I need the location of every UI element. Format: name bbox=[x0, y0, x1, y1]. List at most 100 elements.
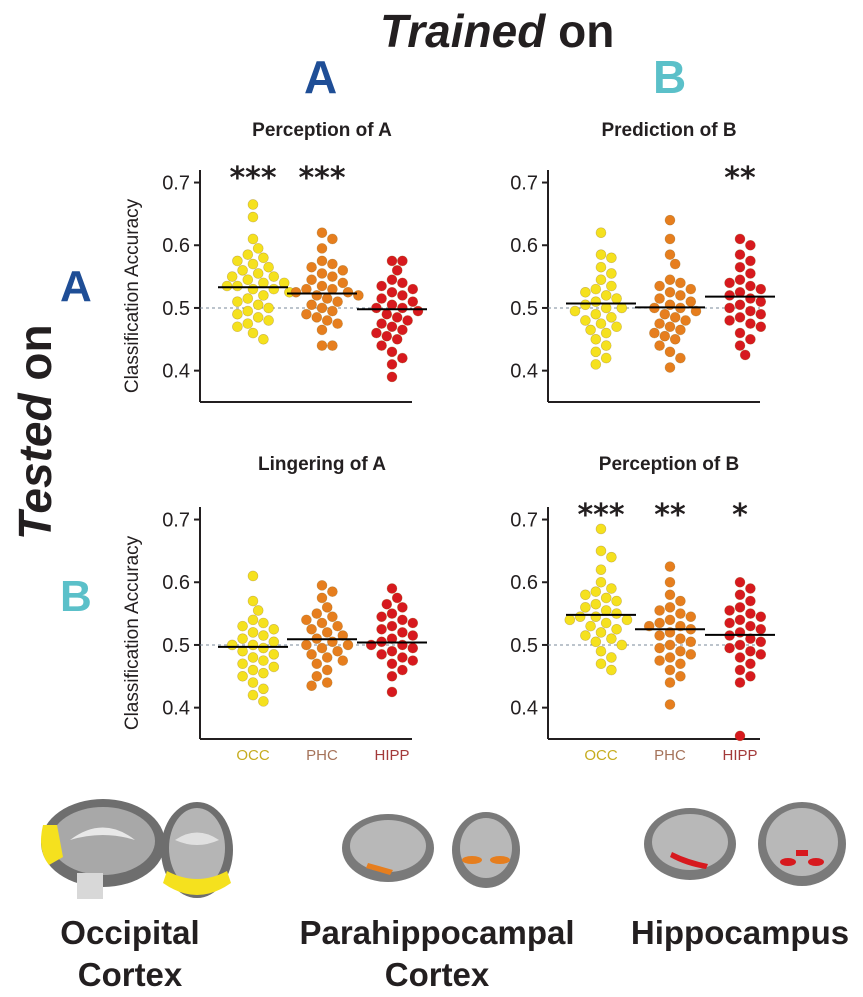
occipital-axial-slice bbox=[161, 802, 233, 898]
data-point-occ bbox=[590, 296, 602, 307]
data-point-hipp bbox=[397, 614, 408, 626]
data-point-occ bbox=[252, 299, 264, 311]
data-point-occ bbox=[247, 211, 259, 223]
data-point-phc bbox=[316, 243, 328, 254]
data-point-occ bbox=[580, 630, 591, 641]
data-point-phc bbox=[327, 611, 338, 623]
y-tick-label: 0.7 bbox=[510, 510, 538, 532]
data-point-hipp bbox=[386, 658, 398, 670]
data-point-phc bbox=[664, 249, 676, 260]
data-point-hipp bbox=[734, 589, 746, 601]
data-point-phc bbox=[321, 652, 333, 663]
data-point-occ bbox=[585, 324, 596, 336]
data-point-occ bbox=[590, 308, 602, 320]
data-point-occ bbox=[268, 661, 280, 673]
data-point-phc bbox=[321, 315, 333, 326]
data-point-phc bbox=[311, 312, 323, 323]
data-point-phc bbox=[337, 655, 349, 666]
data-point-phc bbox=[654, 340, 665, 351]
trained-rest: on bbox=[545, 5, 615, 57]
y-tick-label: 0.4 bbox=[162, 698, 190, 720]
data-point-hipp bbox=[734, 327, 746, 339]
panel-title: Perception of A bbox=[252, 120, 392, 141]
data-point-hipp bbox=[386, 620, 398, 632]
data-point-hipp bbox=[376, 611, 387, 623]
data-point-phc bbox=[664, 576, 676, 588]
significance-stars: * bbox=[732, 498, 748, 533]
data-point-phc bbox=[675, 595, 686, 607]
data-point-occ bbox=[611, 623, 622, 635]
x-category-label: OCC bbox=[236, 747, 270, 764]
significance-stars: ** bbox=[654, 498, 686, 533]
data-point-hipp bbox=[407, 296, 419, 307]
data-point-hipp bbox=[397, 277, 408, 289]
data-point-phc bbox=[664, 652, 676, 663]
data-point-hipp bbox=[386, 321, 398, 333]
data-point-hipp bbox=[739, 349, 751, 361]
data-point-hipp bbox=[397, 352, 408, 364]
data-point-hipp bbox=[734, 664, 746, 676]
data-point-hipp bbox=[724, 315, 735, 326]
data-point-hipp bbox=[745, 645, 756, 657]
data-point-phc bbox=[316, 592, 328, 604]
data-point-phc bbox=[301, 639, 312, 651]
y-tick-label: 0.6 bbox=[510, 572, 538, 594]
data-point-hipp bbox=[724, 605, 735, 616]
phc-line1: Parahippocampal bbox=[299, 914, 575, 951]
data-point-occ bbox=[611, 608, 622, 619]
data-point-phc bbox=[316, 580, 328, 591]
data-point-occ bbox=[595, 249, 607, 260]
column-label-b: B bbox=[653, 51, 687, 103]
data-point-phc bbox=[337, 630, 349, 641]
data-point-phc bbox=[316, 302, 328, 314]
data-point-occ bbox=[221, 280, 233, 292]
data-point-occ bbox=[252, 312, 264, 323]
occipital-brain-images bbox=[41, 799, 233, 899]
data-point-phc bbox=[675, 670, 686, 682]
data-point-occ bbox=[595, 564, 607, 576]
data-point-phc bbox=[685, 283, 697, 295]
data-point-occ bbox=[595, 274, 607, 286]
data-point-occ bbox=[232, 255, 243, 267]
data-point-phc bbox=[654, 605, 665, 616]
data-point-phc bbox=[306, 274, 317, 286]
data-point-occ bbox=[590, 333, 602, 345]
data-point-hipp bbox=[734, 340, 746, 351]
phc-sagittal-slice bbox=[342, 814, 434, 882]
data-point-phc bbox=[654, 617, 665, 629]
data-point-phc bbox=[685, 649, 697, 660]
data-point-occ bbox=[258, 683, 269, 695]
data-point-hipp bbox=[734, 576, 746, 588]
data-point-occ bbox=[621, 614, 633, 626]
data-point-phc bbox=[664, 286, 676, 298]
data-point-hipp bbox=[755, 308, 767, 320]
data-point-hipp bbox=[745, 239, 756, 251]
data-point-hipp bbox=[386, 608, 398, 619]
data-point-occ bbox=[595, 318, 607, 329]
data-point-hipp bbox=[376, 649, 387, 660]
data-point-occ bbox=[606, 312, 617, 323]
data-point-hipp bbox=[745, 658, 756, 670]
column-label-a: A bbox=[304, 51, 338, 103]
data-point-phc bbox=[669, 333, 681, 345]
data-point-occ bbox=[595, 545, 607, 557]
data-point-hipp bbox=[397, 602, 408, 613]
data-point-hipp bbox=[397, 255, 408, 267]
data-point-hipp bbox=[724, 302, 735, 314]
data-point-phc bbox=[332, 318, 343, 329]
y-tick-label: 0.5 bbox=[162, 635, 190, 657]
data-point-hipp bbox=[734, 299, 746, 311]
data-point-hipp bbox=[734, 602, 746, 613]
data-point-occ bbox=[258, 696, 269, 707]
data-point-phc bbox=[321, 664, 333, 676]
occipital-sagittal-slice bbox=[41, 799, 165, 899]
data-point-phc bbox=[654, 280, 665, 292]
y-tick-label: 0.7 bbox=[510, 173, 538, 195]
data-point-occ bbox=[237, 633, 248, 644]
data-point-phc bbox=[659, 308, 671, 320]
x-category-label: PHC bbox=[306, 747, 338, 764]
data-point-occ bbox=[580, 602, 591, 613]
data-point-occ bbox=[247, 327, 259, 339]
data-point-occ bbox=[606, 583, 617, 594]
data-point-hipp bbox=[391, 265, 403, 276]
